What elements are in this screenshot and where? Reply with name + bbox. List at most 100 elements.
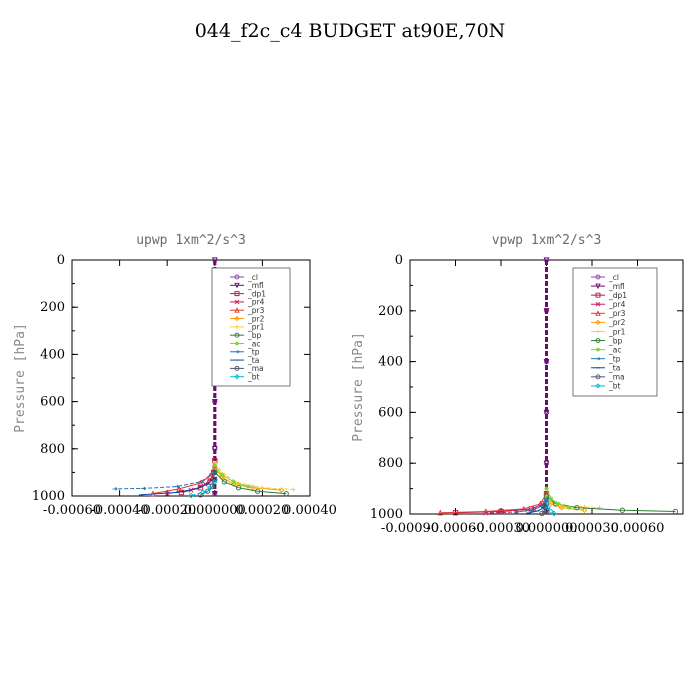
y-tick-label: 200 [378,304,403,319]
y-tick-label: 800 [378,456,403,471]
legend-label: _pr4 [247,298,265,307]
legend-label: _bp [608,336,623,345]
legend-label: _pr3 [247,306,265,315]
legend-label: _ta [247,356,259,365]
series-line [440,493,547,514]
data-point [174,484,180,489]
legend: _cl_mfl_dp1_pr4_pr3_pr2_pr1_bp_ac_tp_ta_… [211,267,291,387]
legend-box [572,267,658,397]
series-line [114,471,216,490]
data-point [188,492,194,499]
legend-marker [234,274,240,280]
legend-label: _ma [608,373,625,382]
legend-marker [596,347,600,352]
x-tick-label: -0.00060 [43,503,101,518]
data-point [551,510,557,517]
legend-label: _mfl [608,282,625,291]
legend-label: _cl [608,273,619,282]
legend-marker [595,319,601,326]
data-point [205,488,211,494]
data-point [539,510,545,517]
y-axis-label: Pressure [hPa] [351,332,366,442]
y-tick-label: 800 [40,442,65,457]
data-point [141,486,147,491]
data-point [548,496,554,501]
data-point [556,501,561,507]
legend-marker [595,338,601,343]
x-tick-label: -0.00030 [472,521,530,536]
legend-label: _ac [247,339,260,348]
legend-marker [595,301,601,307]
legend-label: _ta [608,364,620,373]
data-point [543,498,550,505]
data-point [543,508,550,515]
x-tick-label: 0.000000 [184,503,246,518]
legend-marker [234,365,240,371]
legend-marker [234,282,240,289]
legend-label: _tp [608,354,621,363]
data-point [164,491,170,497]
data-point [543,460,550,467]
data-point [574,505,580,511]
data-point [529,508,535,513]
legend-box [211,267,291,387]
legend-marker [235,324,239,329]
legend-label: _tp [247,348,260,357]
legend-marker [595,383,601,389]
data-point [231,479,237,485]
series-line [546,488,570,509]
legend-label: _pr2 [608,318,626,327]
series-line [546,495,676,512]
legend-label: _ma [247,364,264,373]
y-tick-label: 400 [378,355,403,370]
legend-label: _dp1 [608,291,627,300]
series-line [152,465,216,495]
figure-title: 044_f2c_c4 BUDGET at90E,70N [194,20,506,42]
legend-label: _mfl [247,281,264,290]
y-tick-label: 200 [40,300,65,315]
y-tick-label: 1000 [370,507,403,522]
legend-marker [595,292,601,298]
data-point [452,510,459,516]
data-point [543,308,550,315]
legend-label: _pr2 [247,314,265,323]
y-tick-label: 600 [40,395,65,410]
data-point [231,481,237,488]
legend-marker [595,310,601,316]
series-line [190,481,216,496]
data-point [254,488,261,494]
legend-label: _dp1 [247,289,266,298]
legend-label: _pr3 [608,309,626,318]
legend-marker [234,332,240,338]
chart-panel-1: upwp 1xm^2/s^3 Pressure [hPa] 0 200 400 600 80… [13,233,337,518]
chart-panel-2: vpwp 1xm^2/s^3 Pressure [hPa] 0 200 400 600 80… [351,233,684,536]
x-tick-label: -0.00060 [426,521,484,536]
data-point [545,504,551,511]
legend-marker [235,350,240,354]
panel-title: upwp 1xm^2/s^3 [136,233,246,248]
y-tick-label: 0 [395,253,403,268]
x-tick-label: -0.00090 [381,521,439,536]
legend-label: _pr1 [247,323,265,332]
data-point [672,508,679,515]
data-point [260,485,265,490]
data-point [221,479,227,485]
x-tick-label: 0.00040 [283,503,337,518]
data-point [291,487,296,492]
data-point [544,486,549,491]
legend-label: _bt [247,372,260,381]
data-point [567,505,572,510]
data-point [219,472,225,477]
legend-marker [234,374,240,380]
legend-marker [234,315,240,322]
data-point [176,485,183,492]
legend-label: _ac [608,345,621,354]
x-tick-label: -0.00040 [91,503,149,518]
y-tick-label: 400 [40,347,65,362]
data-point [178,489,185,496]
data-point [212,470,218,475]
legend-marker [595,374,601,380]
legend: _cl_mfl_dp1_pr4_pr3_pr2_pr1_bp_ac_tp_ta_… [572,267,658,397]
data-point [211,479,218,485]
data-point [278,487,285,493]
